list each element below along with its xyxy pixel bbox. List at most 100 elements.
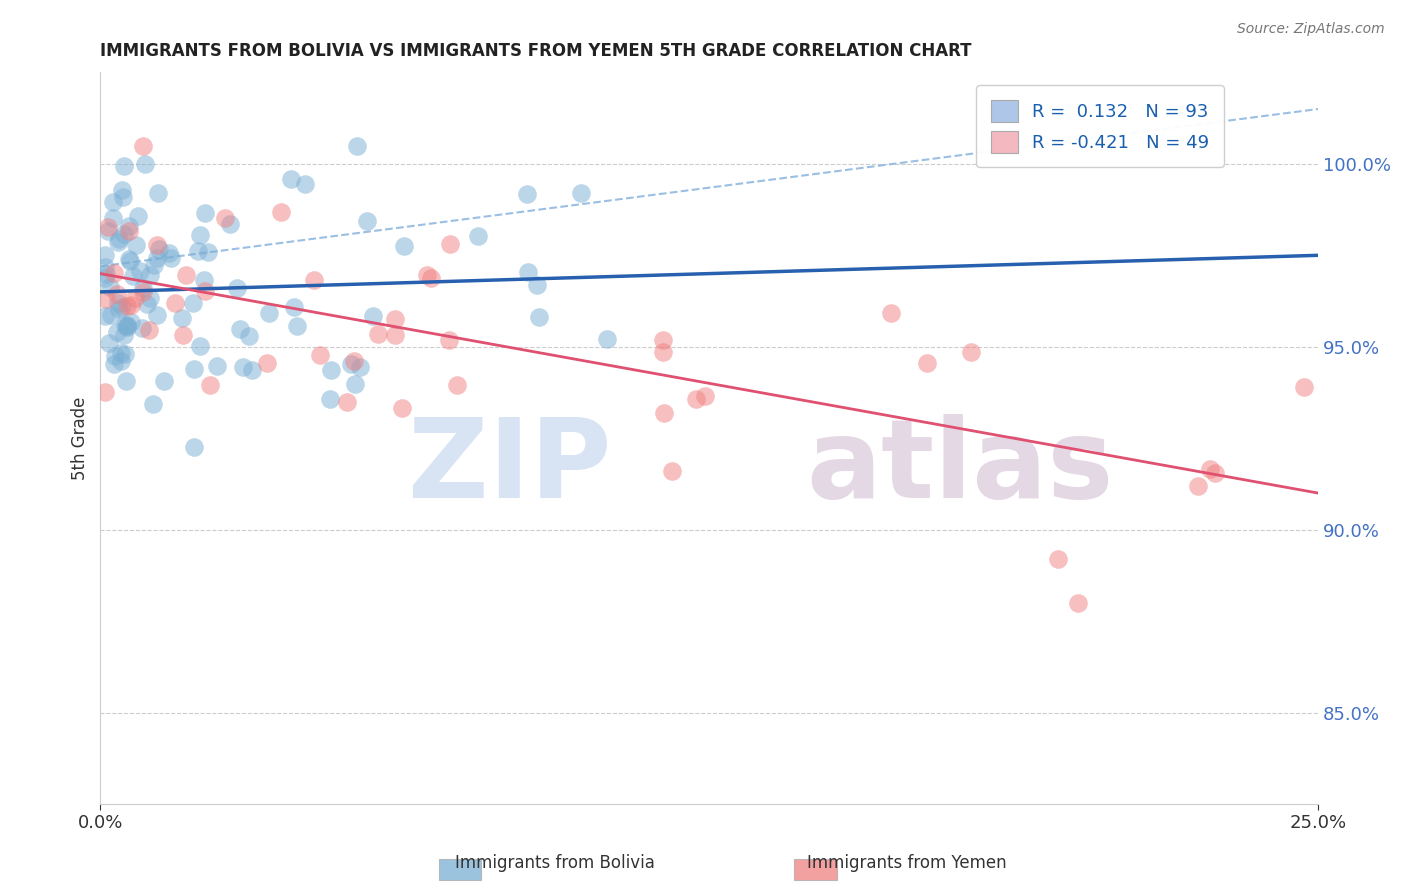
Point — [517, 265, 540, 279]
Point — [114, 347, 136, 361]
Point — [391, 401, 413, 416]
Point — [1067, 596, 1090, 610]
Point — [97, 220, 120, 235]
Point — [103, 266, 125, 280]
Point — [174, 268, 197, 282]
Point — [157, 246, 180, 260]
Point — [125, 238, 148, 252]
Point — [346, 138, 368, 153]
Point — [170, 311, 193, 326]
Point — [318, 392, 340, 406]
Point — [103, 357, 125, 371]
Point — [420, 271, 443, 285]
Point — [340, 357, 363, 371]
Point — [392, 239, 415, 253]
Point — [101, 195, 124, 210]
Point — [384, 312, 406, 326]
Point — [94, 271, 117, 285]
Point — [148, 242, 170, 256]
Point — [165, 295, 187, 310]
Point — [270, 205, 292, 219]
Point — [363, 309, 385, 323]
Point — [188, 339, 211, 353]
Point — [188, 227, 211, 242]
Point — [94, 260, 117, 274]
Y-axis label: 5th Grade: 5th Grade — [72, 397, 89, 480]
Point — [685, 392, 707, 407]
Point — [138, 323, 160, 337]
Point — [229, 322, 252, 336]
Point — [107, 235, 129, 249]
Point — [349, 360, 371, 375]
Point — [200, 378, 222, 392]
Point — [117, 299, 139, 313]
Point — [112, 159, 135, 173]
Point — [343, 376, 366, 391]
Point — [214, 211, 236, 225]
Point — [569, 186, 592, 200]
Point — [94, 385, 117, 400]
Point — [652, 345, 675, 359]
Point — [108, 232, 131, 246]
Point — [183, 440, 205, 454]
Point — [107, 296, 129, 310]
Point — [94, 310, 117, 324]
Text: atlas: atlas — [807, 414, 1114, 521]
Point — [205, 359, 228, 373]
Point — [94, 247, 117, 261]
Point — [439, 237, 461, 252]
Point — [1204, 466, 1226, 480]
Point — [238, 329, 260, 343]
Text: Immigrants from Bolivia: Immigrants from Bolivia — [456, 855, 655, 872]
Point — [118, 219, 141, 233]
Point — [880, 306, 903, 320]
Point — [101, 211, 124, 226]
Point — [197, 244, 219, 259]
Point — [111, 300, 134, 314]
Point — [139, 291, 162, 305]
Point — [527, 310, 550, 325]
Point — [308, 348, 330, 362]
Point — [181, 296, 204, 310]
Point — [118, 252, 141, 267]
Point — [960, 345, 983, 359]
Point — [321, 363, 343, 377]
Point — [1292, 380, 1315, 394]
Point — [283, 300, 305, 314]
Point — [100, 308, 122, 322]
Point — [915, 356, 938, 370]
Point — [114, 374, 136, 388]
Point — [120, 297, 142, 311]
Point — [256, 356, 278, 370]
Point — [104, 349, 127, 363]
Point — [294, 177, 316, 191]
Point — [336, 394, 359, 409]
Point — [98, 280, 121, 294]
Point — [136, 296, 159, 310]
Point — [134, 157, 156, 171]
Point — [194, 284, 217, 298]
Point — [110, 354, 132, 368]
Point — [226, 280, 249, 294]
Text: Source: ZipAtlas.com: Source: ZipAtlas.com — [1237, 22, 1385, 37]
Point — [142, 397, 165, 411]
Point — [232, 360, 254, 375]
Point — [187, 244, 209, 258]
Point — [384, 328, 406, 343]
Point — [695, 389, 717, 403]
Text: ZIP: ZIP — [409, 414, 612, 521]
Point — [132, 285, 155, 299]
Point — [120, 314, 142, 328]
Point — [651, 333, 673, 347]
Point — [595, 332, 617, 346]
Point — [111, 184, 134, 198]
Point — [194, 206, 217, 220]
Point — [172, 327, 194, 342]
Point — [131, 321, 153, 335]
Point — [446, 378, 468, 392]
Point — [416, 268, 439, 282]
Point — [94, 267, 117, 281]
Point — [131, 138, 153, 153]
Point — [127, 209, 149, 223]
Point — [145, 238, 167, 252]
